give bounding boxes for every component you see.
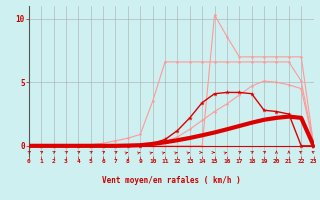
X-axis label: Vent moyen/en rafales ( km/h ): Vent moyen/en rafales ( km/h ) <box>102 176 241 185</box>
